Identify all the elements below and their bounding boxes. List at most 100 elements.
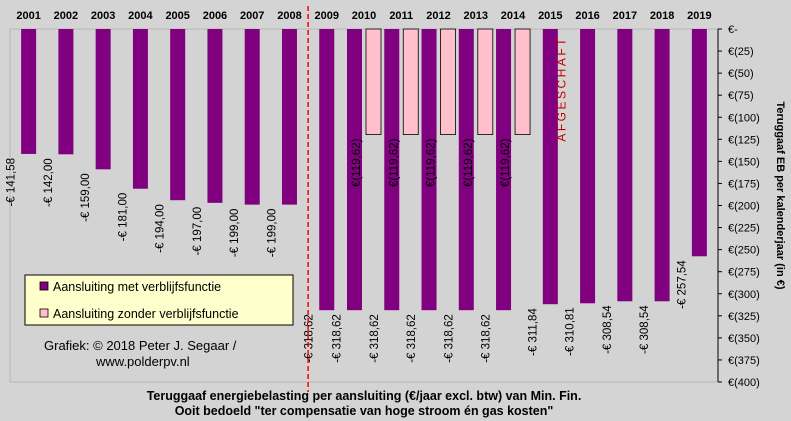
bar-value-label-met: -€ 159,00: [80, 173, 92, 222]
bar-met-verblijfsfunctie: [384, 29, 400, 311]
bar-value-label-met: -€ 194,00: [155, 204, 167, 253]
x-tick-label: 2012: [426, 10, 450, 22]
legend-label-met-verblijfsfunctie: Aansluiting met verblijfsfunctie: [53, 280, 221, 294]
legend-swatch-met-verblijfsfunctie: [39, 281, 49, 291]
x-tick-label: 2010: [352, 10, 376, 22]
bar-met-verblijfsfunctie: [542, 29, 558, 305]
x-tick-label: 2017: [613, 10, 637, 22]
bar-met-verblijfsfunctie: [458, 29, 474, 311]
y-tick-label: €(275): [728, 267, 760, 279]
y-tick-label: €(350): [728, 333, 760, 345]
bars: [21, 28, 707, 311]
bar-met-verblijfsfunctie: [617, 29, 633, 302]
y-tick-label: €(250): [728, 245, 760, 257]
y-tick-label: €(175): [728, 178, 760, 190]
y-tick-label: €(100): [728, 112, 760, 124]
bar-value-label-zonder: €(119,62): [388, 138, 400, 187]
x-tick-label: 2014: [501, 10, 526, 22]
bar-value-label-zonder: €(119,62): [351, 138, 363, 187]
bar-value-label-met: -€ 318,62: [443, 314, 455, 363]
y-tick-label: €(25): [728, 46, 754, 58]
y-tick-label: €(75): [728, 90, 754, 102]
bar-met-verblijfsfunctie: [421, 29, 437, 311]
bar-met-verblijfsfunctie: [244, 29, 260, 205]
x-tick-label: 2013: [464, 10, 488, 22]
bar-met-verblijfsfunctie: [281, 29, 297, 205]
y-tick-label: €(375): [728, 355, 760, 367]
bar-met-verblijfsfunctie: [319, 29, 335, 311]
bar-met-verblijfsfunctie: [170, 29, 186, 201]
x-tick-label: 2015: [538, 10, 562, 22]
x-tick-label: 2018: [650, 10, 674, 22]
bar-value-label-met: -€ 318,62: [332, 314, 344, 363]
bar-value-label-met: -€ 181,00: [117, 193, 129, 242]
x-tick-label: 2011: [389, 10, 413, 22]
bar-zonder-verblijfsfunctie: [514, 28, 531, 135]
x-axis-labels: 2001 2002 2003 2004 2005 2006 2007 2008 2009 2010…: [16, 10, 711, 22]
x-tick-label: 2005: [165, 10, 189, 22]
bar-met-verblijfsfunctie: [95, 29, 111, 170]
y-axis-title: Teruggaaf EB per kalenderjaar (in €): [774, 101, 786, 289]
x-tick-label: 2009: [314, 10, 338, 22]
y-tick-label: €(125): [728, 134, 760, 146]
credit-line-2: www.polderpv.nl: [95, 354, 190, 369]
bar-zonder-verblijfsfunctie: [402, 28, 419, 135]
x-tick-label: 2019: [687, 10, 711, 22]
legend-swatch-zonder-verblijfsfunctie: [39, 308, 49, 318]
bar-value-label-zonder: €(119,62): [426, 138, 438, 187]
bar-value-label-zonder: €(119,62): [463, 138, 475, 187]
bar-met-verblijfsfunctie: [580, 29, 596, 304]
bar-met-verblijfsfunctie: [132, 29, 148, 189]
y-tick-label: €(325): [728, 311, 760, 323]
afgeschaft-annotation: AFGESCHAFT: [554, 36, 568, 142]
x-tick-label: 2008: [277, 10, 301, 22]
bar-value-label-met: -€ 199,00: [266, 209, 278, 258]
y-tick-label: €(50): [728, 68, 754, 80]
bar-value-label-met: -€ 318,62: [481, 314, 493, 363]
y-tick-label: €(300): [728, 289, 760, 301]
legend-label-zonder-verblijfsfunctie: Aansluiting zonder verblijfsfunctie: [53, 307, 239, 321]
y-tick-label: €(200): [728, 201, 760, 213]
bar-value-label-met: -€ 141,58: [6, 158, 18, 207]
x-tick-label: 2006: [203, 10, 227, 22]
legend: Aansluiting met verblijfsfunctie Aanslui…: [24, 274, 294, 326]
bar-met-verblijfsfunctie: [207, 29, 223, 203]
y-tick-label: €-: [728, 24, 738, 36]
bar-value-label-met: -€ 318,62: [369, 314, 381, 363]
bar-value-label-met: -€ 257,54: [676, 260, 688, 309]
bar-value-label-met: -€ 311,84: [527, 308, 539, 356]
chart-title-line-2: Ooit bedoeld "ter compensatie van hoge s…: [175, 404, 554, 418]
y-tick-label: €(400): [728, 377, 760, 389]
bar-value-label-met: -€ 310,81: [565, 307, 577, 356]
bar-met-verblijfsfunctie: [58, 29, 74, 155]
x-tick-label: 2016: [575, 10, 599, 22]
bar-value-label-met: -€ 197,00: [192, 207, 204, 256]
bar-value-label-met: -€ 308,54: [602, 305, 614, 354]
y-tick-label: €(150): [728, 156, 760, 168]
legend-box: [24, 274, 294, 326]
bar-met-verblijfsfunctie: [691, 29, 707, 257]
chart-title-line-1: Teruggaaf energiebelasting per aansluiti…: [147, 389, 582, 403]
x-tick-label: 2003: [91, 10, 115, 22]
bar-zonder-verblijfsfunctie: [440, 28, 456, 135]
bar-value-label-met: -€ 142,00: [43, 158, 55, 207]
bar-value-label-met: -€ 318,62: [406, 314, 418, 363]
bar-labels: -€ 141,58 -€ 142,00 -€ 159,00 -€ 181,00 -€ 1…: [6, 138, 689, 362]
x-tick-label: 2002: [54, 10, 78, 22]
x-tick-label: 2004: [128, 10, 153, 22]
bar-met-verblijfsfunctie: [347, 29, 362, 311]
y-tick-label: €(225): [728, 223, 760, 235]
credit-line-1: Grafiek: © 2018 Peter J. Segaar /: [44, 338, 237, 353]
bar-value-label-met: -€ 308,54: [639, 305, 651, 354]
bar-met-verblijfsfunctie: [21, 29, 37, 154]
bar-value-label-met: -€ 318,62: [304, 314, 316, 363]
bar-met-verblijfsfunctie: [496, 29, 512, 311]
x-tick-label: 2001: [16, 10, 40, 22]
bar-met-verblijfsfunctie: [654, 29, 670, 302]
x-tick-label: 2007: [240, 10, 264, 22]
bar-value-label-met: -€ 199,00: [229, 209, 241, 258]
y-axis-ticks: €- €(25) €(50) €(75) €(100) €(125) €(150) €(175…: [718, 24, 760, 389]
bar-zonder-verblijfsfunctie: [365, 28, 382, 135]
bar-value-label-zonder: €(119,62): [500, 138, 512, 187]
